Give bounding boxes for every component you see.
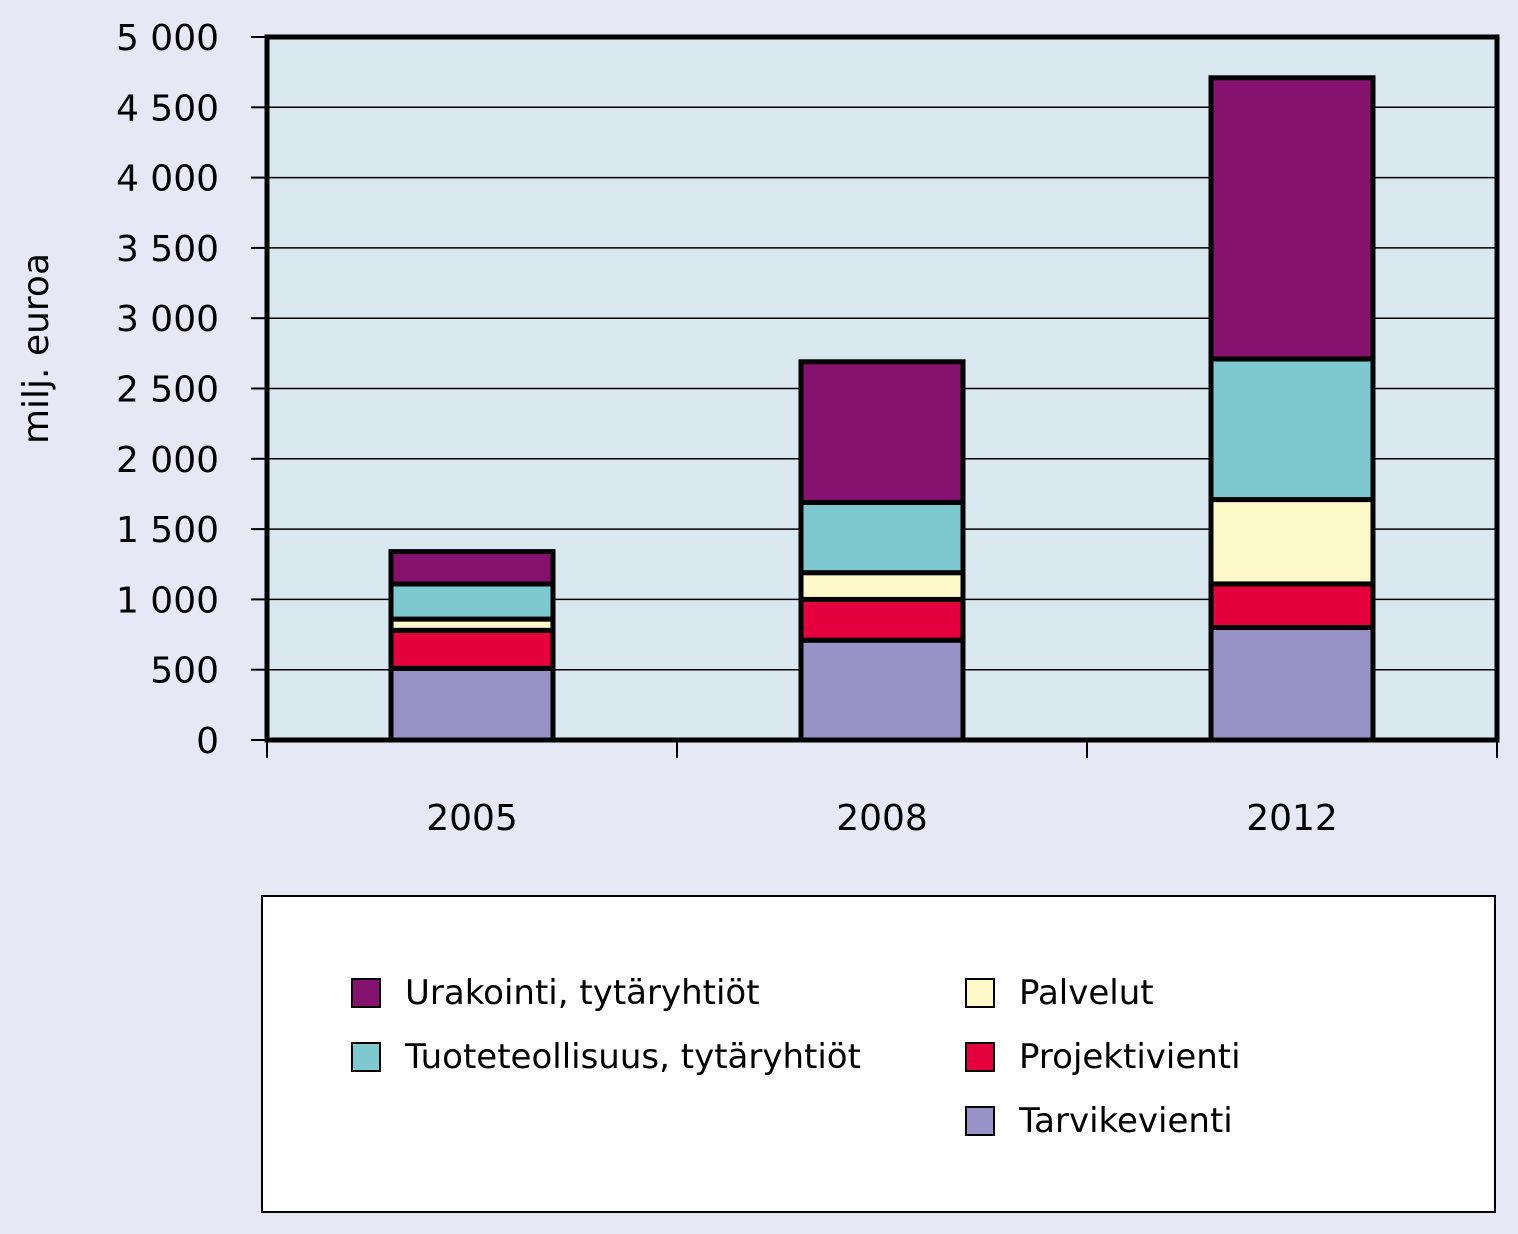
legend-item-urakointi: Urakointi, tytäryhtiöt (351, 973, 760, 1013)
bar-stack-2012 (1208, 75, 1376, 743)
stacked-bar-chart: 0 500 1 000 1 500 2 000 2 500 3 000 3 500 4 000 4… (16, 18, 1500, 839)
bar-stack-2008 (798, 359, 966, 743)
y-tick-label: 1 000 (116, 580, 219, 621)
bars (388, 75, 1376, 743)
legend: Urakointi, tytäryhtiöt Tuoteteollisuus, … (261, 895, 1496, 1213)
legend-item-tuoteteollisuus: Tuoteteollisuus, tytäryhtiöt (351, 1037, 861, 1077)
legend-label-tuoteteollisuus: Tuoteteollisuus, tytäryhtiöt (405, 1037, 861, 1077)
y-tick-label: 3 000 (116, 299, 219, 340)
bar-segment (1208, 625, 1376, 743)
bar-segment (798, 596, 966, 643)
y-axis: 0 500 1 000 1 500 2 000 2 500 3 000 3 500 4 000 4… (116, 18, 267, 762)
legend-label-urakointi: Urakointi, tytäryhtiöt (405, 973, 760, 1013)
y-tick-label: 4 000 (116, 159, 219, 200)
legend-label-palvelut: Palvelut (1019, 973, 1154, 1013)
x-axis: 2005 2008 2012 (266, 740, 1498, 839)
legend-label-tarvikevienti: Tarvikevienti (1019, 1101, 1233, 1141)
legend-swatch-projektivienti (965, 1042, 995, 1072)
bar-segment (388, 549, 556, 587)
bar-segment (798, 499, 966, 576)
x-tick-label: 2012 (1246, 798, 1338, 839)
legend-swatch-palvelut (965, 978, 995, 1008)
bar-segment (388, 581, 556, 622)
legend-swatch-tuoteteollisuus (351, 1042, 381, 1072)
bar-segment (1208, 497, 1376, 587)
y-tick-label: 0 (196, 721, 219, 762)
legend-item-palvelut: Palvelut (965, 973, 1154, 1013)
legend-swatch-urakointi (351, 978, 381, 1008)
bar-segment (388, 665, 556, 743)
y-tick-label: 5 000 (116, 18, 219, 59)
bar-segment (798, 637, 966, 743)
y-tick-label: 500 (150, 651, 219, 692)
legend-swatch-tarvikevienti (965, 1106, 995, 1136)
x-tick-label: 2005 (426, 798, 518, 839)
y-axis-title: milj. euroa (16, 253, 57, 444)
legend-label-projektivienti: Projektivienti (1019, 1037, 1241, 1077)
bar-segment (798, 359, 966, 505)
y-tick-label: 3 500 (116, 229, 219, 270)
bar-segment (388, 627, 556, 671)
bar-stack-2005 (388, 549, 556, 743)
y-tick-label: 4 500 (116, 88, 219, 129)
bar-segment (1208, 75, 1376, 362)
x-tick-label: 2008 (836, 798, 928, 839)
bar-segment (1208, 356, 1376, 503)
legend-item-projektivienti: Projektivienti (965, 1037, 1241, 1077)
legend-item-tarvikevienti: Tarvikevienti (965, 1101, 1233, 1141)
y-tick-label: 2 000 (116, 440, 219, 481)
y-tick-label: 2 500 (116, 370, 219, 411)
bar-segment (798, 570, 966, 602)
y-tick-label: 1 500 (116, 510, 219, 551)
bar-segment (1208, 581, 1376, 631)
